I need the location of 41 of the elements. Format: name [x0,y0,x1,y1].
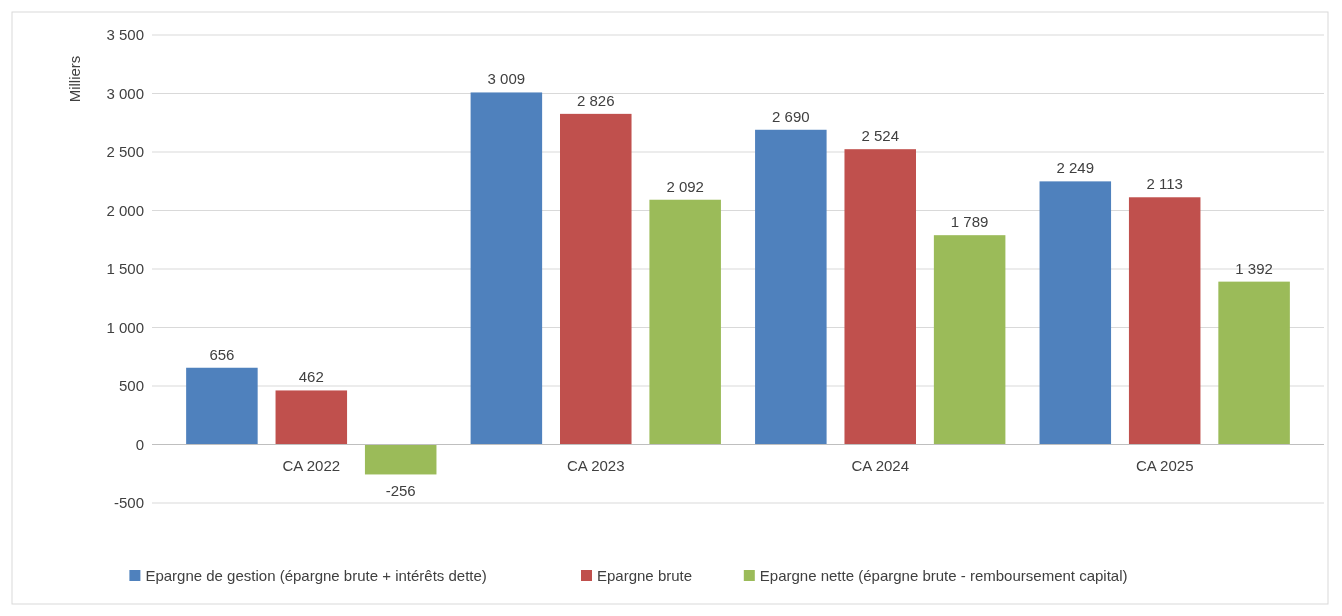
data-label: -256 [385,482,416,500]
y-tick-label: 3 000 [106,84,144,102]
x-tick-label: CA 2023 [566,456,625,474]
y-tick-label: 2 500 [106,143,144,161]
bar [1218,281,1290,445]
y-tick-label: 0 [135,435,144,453]
y-tick-label: 2 000 [106,201,144,219]
data-label: 1 392 [1235,259,1273,277]
data-label: 2 113 [1146,175,1183,193]
y-axis-title: Milliers [66,55,83,103]
y-tick-label: 1 000 [106,318,144,336]
y-tick-label: -500 [113,494,144,512]
bar [755,129,827,445]
data-label: 656 [209,345,235,363]
data-label: 2 249 [1056,159,1095,177]
data-label: 462 [298,368,324,386]
legend-label: Epargne brute [597,567,693,585]
x-tick-label: CA 2025 [1135,456,1194,474]
bar [649,199,721,445]
y-tick-label: 1 500 [106,260,144,278]
bar [1128,197,1201,445]
x-tick-label: CA 2024 [851,456,910,474]
bar [470,92,543,445]
y-tick-label: 3 500 [106,26,144,44]
data-label: 2 826 [576,91,615,109]
bar [364,444,437,475]
y-tick-label: 500 [118,377,144,395]
data-label: 2 092 [666,177,704,195]
bar [1039,181,1112,445]
bar [844,149,916,445]
bar [933,235,1006,445]
legend-label: Epargne nette (épargne brute - remboursement capital) [759,567,1128,585]
legend-label: Epargne de gestion (épargne brute + intérêts dette) [145,567,487,585]
data-label: 2 524 [861,127,900,145]
data-label: 2 690 [772,107,810,125]
bar [275,390,348,445]
x-tick-label: CA 2022 [282,456,341,474]
data-label: 1 789 [950,213,989,231]
bar [560,113,632,445]
data-label: 3 009 [487,70,526,88]
bar [186,367,258,445]
